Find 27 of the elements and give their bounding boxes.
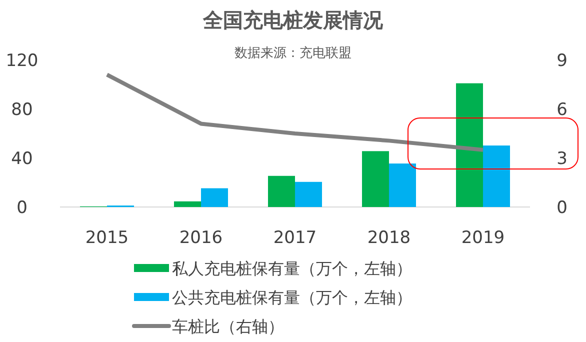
bar [174, 201, 201, 207]
x-tick-label: 2015 [85, 228, 129, 248]
bar [483, 146, 510, 207]
legend-label: 车桩比（右轴） [172, 317, 284, 336]
bar [268, 176, 295, 207]
chart-title: 全国充电桩发展情况 [202, 8, 384, 32]
y-tick-label: 0 [16, 198, 28, 218]
y-tick-label: 80 [11, 100, 33, 120]
bar [295, 182, 322, 207]
y2-tick-label: 9 [556, 51, 568, 71]
x-tick-label: 2017 [273, 228, 317, 248]
chart-subtitle: 数据来源：充电联盟 [234, 46, 352, 61]
legend-label: 私人充电桩保有量（万个，左轴） [172, 259, 412, 278]
line-series [105, 72, 485, 152]
y-tick-label: 40 [11, 149, 33, 169]
x-tick-label: 2018 [367, 228, 411, 248]
x-tick-label: 2016 [179, 228, 223, 248]
legend-label: 公共充电桩保有量（万个，左轴） [172, 288, 412, 307]
bar [201, 188, 228, 207]
bar [456, 83, 483, 207]
y2-tick-label: 6 [556, 100, 568, 120]
bar [389, 164, 416, 207]
y2-tick-label: 3 [556, 149, 568, 169]
x-tick-label: 2019 [461, 228, 505, 248]
y2-tick-label: 0 [556, 198, 568, 218]
y-tick-label: 120 [6, 51, 38, 71]
bar [362, 151, 389, 207]
